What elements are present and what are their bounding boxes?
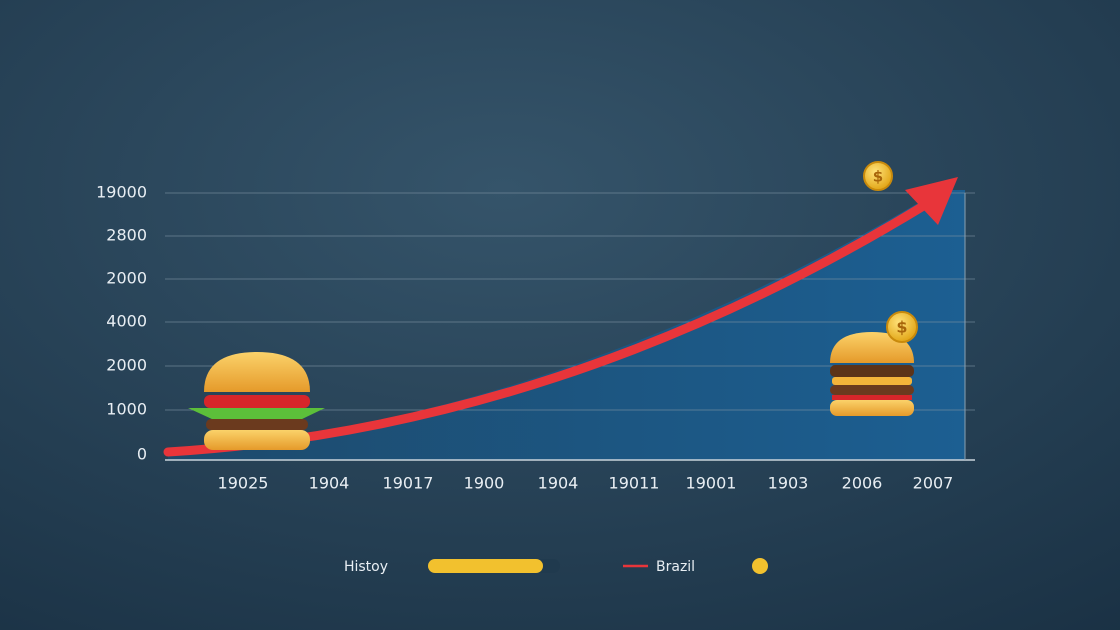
svg-text:$: $ <box>896 318 907 337</box>
coin-icon: $ $ <box>863 161 918 343</box>
legend-swatch <box>428 559 543 573</box>
burger-left <box>188 352 325 450</box>
legend: Histoy Brazil <box>344 558 768 575</box>
burger-right <box>830 332 914 416</box>
legend-label: Histoy <box>344 559 388 575</box>
x-tick-label: 1900 <box>464 474 505 493</box>
y-tick-label: 0 <box>137 445 147 464</box>
y-tick-label: 2000 <box>106 269 147 288</box>
y-tick-label: 1000 <box>106 400 147 419</box>
arrow-head <box>905 177 958 225</box>
svg-text:$: $ <box>873 168 883 186</box>
y-tick-label: 19000 <box>96 183 147 202</box>
y-tick-label: 2000 <box>106 356 147 375</box>
x-tick-label: 19025 <box>218 474 269 493</box>
x-tick-label: 1904 <box>538 474 579 493</box>
x-tick-label: 2007 <box>913 474 954 493</box>
x-tick-label: 1903 <box>768 474 809 493</box>
area <box>168 190 965 460</box>
legend-label: Brazil <box>656 559 695 575</box>
x-tick-label: 19001 <box>686 474 737 493</box>
y-tick-label: 4000 <box>106 312 147 331</box>
x-tick-label: 19017 <box>383 474 434 493</box>
y-tick-label: 2800 <box>106 226 147 245</box>
x-tick-label: 19011 <box>609 474 660 493</box>
legend-dot <box>752 558 768 574</box>
x-tick-label: 2006 <box>842 474 883 493</box>
x-tick-label: 1904 <box>309 474 350 493</box>
